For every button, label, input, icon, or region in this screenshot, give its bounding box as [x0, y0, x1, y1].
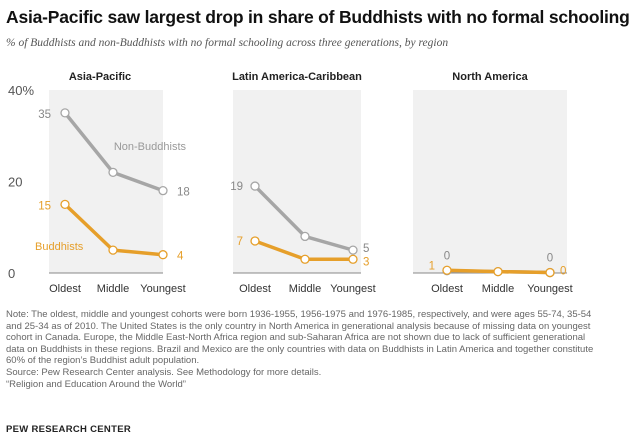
buddhists-value-label: 0 [560, 266, 566, 278]
y-tick-label: 20 [8, 175, 22, 190]
buddhists-point [545, 267, 555, 278]
buddhists-value-label: 1 [429, 260, 435, 272]
buddhists-series-label: Buddhists [35, 241, 84, 253]
x-tick-label: Youngest [527, 283, 572, 295]
x-tick-label: Middle [289, 283, 321, 295]
note-line: 60% of the region’s Buddhist adult popul… [6, 355, 200, 367]
x-tick-label: Youngest [330, 283, 375, 295]
nonbuddhists-point [108, 167, 118, 178]
org-name: PEW RESEARCH CENTER [6, 424, 131, 435]
note-line: and 25-34 as of 2010. The United States … [6, 320, 591, 332]
buddhists-value-label: 4 [177, 251, 184, 263]
report-title-line: “Religion and Education Around the World… [6, 378, 186, 390]
chart-title: Asia-Pacific saw largest drop in share o… [6, 7, 630, 27]
nonbuddhists-value-label: 0 [547, 253, 553, 265]
y-tick-label: 0 [8, 266, 15, 281]
buddhists-value-label: 15 [38, 200, 51, 212]
buddhists-value-label: 7 [237, 236, 243, 248]
panel-title: Latin America-Caribbean [232, 71, 362, 83]
buddhists-point [442, 265, 452, 275]
x-tick-label: Oldest [49, 283, 81, 295]
buddhists-value-label: 3 [363, 256, 369, 268]
panel-title: North America [452, 71, 528, 83]
nonbuddhists-value-label: 19 [230, 181, 243, 193]
x-tick-label: Middle [482, 283, 514, 295]
nonbuddhists-series-label: Non-Buddhists [114, 141, 187, 153]
chart-subtitle: % of Buddhists and non-Buddhists with no… [6, 37, 449, 49]
x-tick-label: Youngest [140, 283, 185, 295]
nonbuddhists-value-label: 35 [38, 109, 51, 121]
nonbuddhists-point [300, 231, 310, 242]
note-line: cohort in Canada. Europe, the Middle Eas… [6, 332, 586, 344]
source-line: Source: Pew Research Center analysis. Se… [6, 366, 322, 378]
buddhists-point [300, 254, 310, 264]
panel-background [413, 90, 567, 273]
x-tick-label: Middle [97, 283, 129, 295]
nonbuddhists-point [158, 185, 168, 196]
nonbuddhists-point [348, 245, 358, 255]
buddhists-point [158, 250, 168, 260]
nonbuddhists-value-label: 5 [363, 243, 369, 255]
nonbuddhists-point [60, 108, 70, 118]
buddhists-point [493, 266, 503, 277]
notes: Note: The oldest, middle and youngest co… [6, 309, 636, 390]
chart-area: 0 20 40% Asia-Pacific Oldest Middle Youngest 35… [8, 71, 573, 295]
nonbuddhists-value-label: 18 [177, 187, 190, 199]
buddhists-point [108, 245, 118, 255]
buddhists-point [348, 254, 358, 264]
buddhists-point [250, 236, 260, 246]
panel-title: Asia-Pacific [69, 71, 131, 83]
y-tick-label: 40% [8, 83, 34, 98]
nonbuddhists-point [250, 181, 260, 191]
x-tick-label: Oldest [239, 283, 271, 295]
note-line: data on Buddhists in these regions. Braz… [6, 343, 594, 355]
x-tick-label: Oldest [431, 283, 463, 295]
buddhists-point [60, 199, 70, 210]
note-line: Note: The oldest, middle and youngest co… [6, 309, 592, 320]
nonbuddhists-value-label: 0 [444, 251, 450, 263]
